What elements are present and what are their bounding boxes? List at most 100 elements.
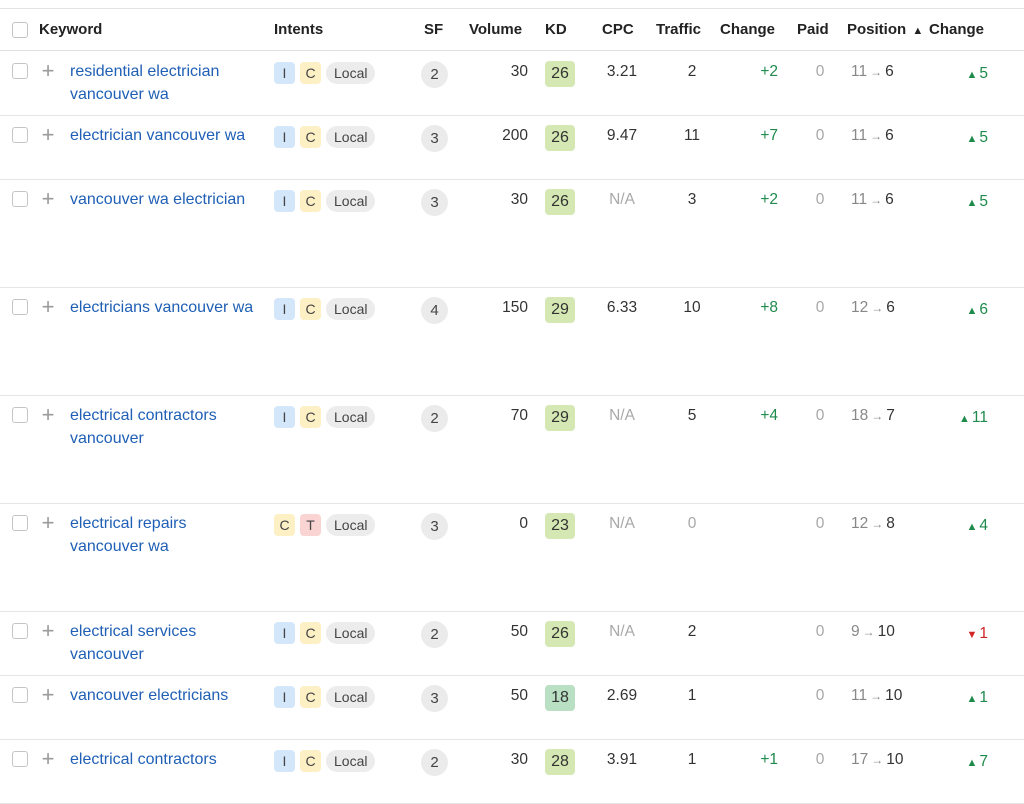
intent-badge-c: C xyxy=(300,190,321,212)
col-intents[interactable]: Intents xyxy=(274,21,324,38)
intent-badge-local: Local xyxy=(326,622,376,644)
serp-features-count[interactable]: 2 xyxy=(421,405,448,432)
col-position[interactable]: Position ▲ xyxy=(847,10,923,50)
intent-badges: I C Local xyxy=(274,190,376,212)
row-checkbox[interactable] xyxy=(12,191,28,207)
keyword-link[interactable]: vancouver wa electrician xyxy=(70,191,246,208)
position-value: 12 → 6 xyxy=(851,297,895,319)
traffic-value: 2 xyxy=(687,623,697,640)
intent-badge-local: Local xyxy=(326,298,376,320)
arrow-right-icon: → xyxy=(870,129,883,143)
intent-badges: I C Local xyxy=(274,298,376,320)
serp-features-count[interactable]: 2 xyxy=(421,621,448,648)
traffic-change-value: +2 xyxy=(760,63,778,80)
row-checkbox[interactable] xyxy=(12,751,28,767)
triangle-up-icon: ▲ xyxy=(966,693,978,705)
row-checkbox[interactable] xyxy=(12,63,28,79)
position-change-number: 5 xyxy=(979,129,988,146)
intent-badges: I C Local xyxy=(274,126,376,148)
col-paid[interactable]: Paid xyxy=(797,21,829,38)
row-checkbox[interactable] xyxy=(12,515,28,531)
traffic-value: 5 xyxy=(687,407,697,424)
paid-value: 0 xyxy=(815,299,825,316)
col-traffic[interactable]: Traffic xyxy=(656,21,702,38)
keyword-link[interactable]: electrical services vancouver xyxy=(70,623,197,663)
intent-badge-c: C xyxy=(274,514,295,536)
volume-value: 150 xyxy=(502,299,528,316)
traffic-value: 11 xyxy=(683,127,701,144)
serp-features-count[interactable]: 3 xyxy=(421,685,448,712)
serp-features-count[interactable]: 2 xyxy=(421,749,448,776)
serp-features-count[interactable]: 4 xyxy=(421,297,448,324)
keyword-link[interactable]: electrician vancouver wa xyxy=(70,127,246,144)
position-to: 6 xyxy=(886,299,895,316)
arrow-right-icon: → xyxy=(870,65,883,79)
col-position-change[interactable]: Change xyxy=(929,21,985,38)
intent-badge-c: C xyxy=(300,62,321,84)
keyword-link[interactable]: vancouver electricians xyxy=(70,687,229,704)
col-sf[interactable]: SF xyxy=(424,21,444,38)
intent-badge-c: C xyxy=(300,126,321,148)
add-keyword-plus-icon[interactable]: + xyxy=(41,58,55,83)
keyword-link[interactable]: residential electrician vancouver wa xyxy=(70,63,220,103)
add-keyword-plus-icon[interactable]: + xyxy=(41,682,55,707)
position-to: 10 xyxy=(885,687,903,704)
add-keyword-plus-icon[interactable]: + xyxy=(41,510,55,535)
col-volume[interactable]: Volume xyxy=(469,21,523,38)
triangle-up-icon: ▲ xyxy=(966,197,978,209)
arrow-right-icon: → xyxy=(870,689,883,703)
keyword-link[interactable]: electrical contractors xyxy=(70,751,217,768)
position-from: 12 xyxy=(851,299,869,316)
add-keyword-plus-icon[interactable]: + xyxy=(41,618,55,643)
add-keyword-plus-icon[interactable]: + xyxy=(41,746,55,771)
position-value: 11 → 6 xyxy=(851,61,894,83)
intent-badge-c: C xyxy=(300,622,321,644)
serp-features-count[interactable]: 3 xyxy=(421,189,448,216)
col-keyword[interactable]: Keyword xyxy=(39,21,103,38)
intent-badge-i: I xyxy=(274,406,295,428)
add-keyword-plus-icon[interactable]: + xyxy=(41,402,55,427)
volume-value: 200 xyxy=(502,127,528,144)
intent-badges: I C Local xyxy=(274,750,376,772)
volume-value: 30 xyxy=(510,63,528,80)
row-checkbox[interactable] xyxy=(12,299,28,315)
col-change[interactable]: Change xyxy=(720,21,776,38)
serp-features-count[interactable]: 3 xyxy=(421,513,448,540)
position-value: 11 → 6 xyxy=(851,125,894,147)
keyword-link[interactable]: electrical contractors vancouver xyxy=(70,407,217,447)
position-from: 18 xyxy=(851,407,869,424)
position-from: 11 xyxy=(851,687,868,704)
col-position-label: Position xyxy=(847,21,907,38)
cpc-value: 9.47 xyxy=(606,127,638,144)
col-kd[interactable]: KD xyxy=(545,21,567,38)
cpc-value: 3.91 xyxy=(606,751,638,768)
traffic-change-value: +7 xyxy=(760,127,778,144)
triangle-up-icon: ▲ xyxy=(966,133,978,145)
serp-features-count[interactable]: 3 xyxy=(421,125,448,152)
add-keyword-plus-icon[interactable]: + xyxy=(41,186,55,211)
intent-badge-c: C xyxy=(300,406,321,428)
select-all-checkbox[interactable] xyxy=(12,22,28,38)
col-cpc[interactable]: CPC xyxy=(602,21,634,38)
keyword-link[interactable]: electricians vancouver wa xyxy=(70,299,254,316)
add-keyword-plus-icon[interactable]: + xyxy=(41,122,55,147)
kd-badge: 18 xyxy=(545,685,575,711)
intent-badge-i: I xyxy=(274,126,295,148)
position-value: 18 → 7 xyxy=(851,405,895,427)
kd-badge: 29 xyxy=(545,297,575,323)
row-checkbox[interactable] xyxy=(12,127,28,143)
table-header: Keyword Intents SF Volume KD CPC Traffic… xyxy=(0,10,1024,51)
serp-features-count[interactable]: 2 xyxy=(421,61,448,88)
add-keyword-plus-icon[interactable]: + xyxy=(41,294,55,319)
traffic-change-value: +1 xyxy=(760,751,778,768)
intent-badge-local: Local xyxy=(326,190,376,212)
traffic-change-value: +8 xyxy=(760,299,778,316)
keyword-link[interactable]: electrical repairs vancouver wa xyxy=(70,515,187,555)
intent-badge-local: Local xyxy=(326,750,376,772)
row-checkbox[interactable] xyxy=(12,687,28,703)
row-checkbox[interactable] xyxy=(12,407,28,423)
table-row: + electrician vancouver wa I C Local 3 200 26 9.… xyxy=(0,115,1024,180)
table-row: + electrical contractors vancouver I C Local… xyxy=(0,395,1024,504)
intent-badge-i: I xyxy=(274,298,295,320)
row-checkbox[interactable] xyxy=(12,623,28,639)
